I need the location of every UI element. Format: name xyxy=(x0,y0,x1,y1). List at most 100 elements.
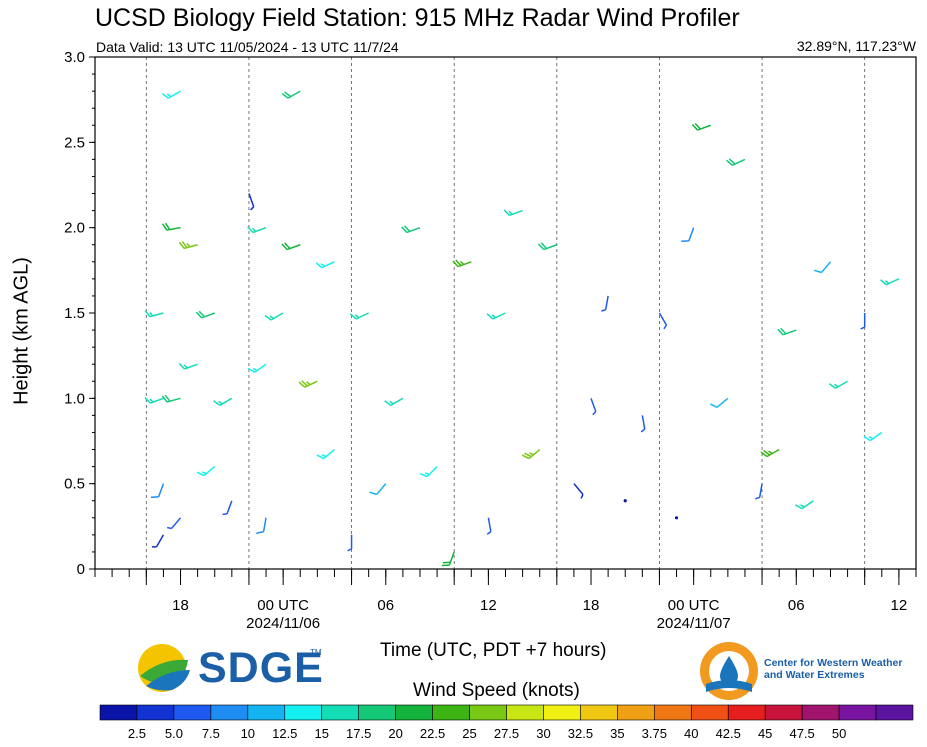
wind-barb-flag xyxy=(709,403,718,409)
wind-barb-half-flag xyxy=(252,367,258,372)
wind-barb-shaft xyxy=(869,431,883,442)
wind-barb-shaft xyxy=(321,261,335,269)
wind-barb xyxy=(863,431,883,442)
wind-barb-shaft xyxy=(758,483,763,498)
colorbar-label: 10 xyxy=(241,726,255,741)
wind-barb-flag xyxy=(150,496,159,498)
colorbar-label: 12.5 xyxy=(272,726,297,741)
colorbar-label: 7.5 xyxy=(202,726,220,741)
wind-barb-shaft xyxy=(641,415,646,430)
colorbar-swatch xyxy=(543,704,581,721)
wind-barb-calm xyxy=(674,516,679,520)
colorbar-label: 25 xyxy=(462,726,476,741)
wind-barb-flag xyxy=(384,400,392,406)
wind-barb-flag xyxy=(349,313,357,320)
wind-barb-flag xyxy=(301,380,308,387)
wind-barb-shaft xyxy=(157,483,165,498)
wind-barb xyxy=(161,90,181,99)
wind-barb-shaft xyxy=(688,227,695,242)
wind-barb xyxy=(590,398,597,416)
wind-barb-half-flag xyxy=(424,472,430,476)
wind-barb xyxy=(880,278,900,286)
colorbar-label: 42.5 xyxy=(716,726,741,741)
wind-barb-half-flag xyxy=(186,242,191,248)
wind-barb-flag xyxy=(813,269,822,274)
wind-barb-shaft xyxy=(835,380,848,389)
wind-barb-flag xyxy=(537,243,545,251)
wind-barb-flag xyxy=(694,122,701,130)
wind-barb xyxy=(213,397,233,406)
wind-barb xyxy=(248,193,255,211)
wind-barb xyxy=(777,327,797,336)
wind-barb xyxy=(178,362,198,370)
wind-barb-flag xyxy=(178,362,186,370)
wind-barb xyxy=(419,466,438,478)
wind-barb-shaft xyxy=(262,517,267,532)
wind-barb-half-flag xyxy=(166,93,172,98)
wind-barb xyxy=(760,448,780,458)
cw3e-name-line2: and Water Extremes xyxy=(764,669,865,681)
cw3e-name-line1: Center for Western Weather xyxy=(764,657,903,669)
sdge-wordmark: SDGE xyxy=(198,644,324,692)
wind-barb-half-flag xyxy=(201,471,207,475)
colorbar-label: 47.5 xyxy=(789,726,814,741)
wind-barb-half-flag xyxy=(149,398,154,403)
colorbar-swatch xyxy=(284,704,323,721)
y-tick-label: 0.5 xyxy=(64,476,85,493)
wind-barb xyxy=(573,483,584,499)
wind-barb-half-flag xyxy=(347,548,352,552)
wind-barb-flag xyxy=(777,328,784,336)
wind-barb-flag xyxy=(161,395,168,403)
wind-barb xyxy=(755,483,763,500)
wind-barb xyxy=(384,397,404,406)
colorbar-swatch xyxy=(432,704,470,721)
sdge-trademark: TM xyxy=(310,648,322,657)
colorbar-swatch xyxy=(654,704,692,721)
wind-barb-shaft xyxy=(248,193,255,207)
wind-barb-half-flag xyxy=(183,364,188,369)
wind-barb xyxy=(681,227,695,242)
wind-barb-shaft xyxy=(203,466,216,477)
wind-barb xyxy=(691,122,712,131)
wind-barb-flag xyxy=(298,381,306,388)
wind-barb-half-flag xyxy=(580,494,584,499)
wind-barb-half-flag xyxy=(508,210,513,215)
wind-barb xyxy=(813,261,832,274)
wind-barb xyxy=(521,448,541,460)
wind-barb-shaft xyxy=(390,397,404,406)
wind-barb-flag xyxy=(760,451,768,458)
wind-barb-half-flag xyxy=(833,383,839,388)
wind-barb-shaft xyxy=(155,534,165,548)
wind-barb-shaft xyxy=(168,90,181,99)
wind-barb-shaft xyxy=(716,397,729,408)
y-tick-label: 2.5 xyxy=(64,134,85,151)
wind-barb-shaft xyxy=(492,312,506,320)
wind-barb-shaft xyxy=(219,397,233,406)
colorbar-swatch xyxy=(469,704,507,721)
wind-barb xyxy=(256,517,267,535)
wind-barb-flag xyxy=(441,564,450,567)
colorbar-swatch xyxy=(358,704,396,721)
wind-barb xyxy=(709,397,729,409)
wind-barb-flag xyxy=(144,310,151,318)
wind-barb-shaft xyxy=(170,517,182,530)
wind-barb-shaft xyxy=(448,551,455,566)
wind-barb xyxy=(726,158,746,166)
wind-barb-flag xyxy=(369,491,377,496)
wind-barb-half-flag xyxy=(755,496,760,500)
wind-barb-shaft xyxy=(573,483,584,495)
colorbar-swatch xyxy=(838,704,877,721)
wind-barb xyxy=(316,448,335,460)
wind-barb-flag xyxy=(213,400,221,406)
wind-barb-half-flag xyxy=(491,314,496,319)
colorbar-label: 32.5 xyxy=(568,726,593,741)
wind-barb-flag xyxy=(315,262,323,269)
wind-barb-flag xyxy=(691,123,699,131)
colorbar-swatch xyxy=(136,704,175,721)
wind-barb xyxy=(144,397,164,404)
wind-barb-flag xyxy=(195,311,203,319)
colorbar-label: 50 xyxy=(832,726,846,741)
x-tick-label: 00 UTC xyxy=(668,597,720,614)
wind-barb-flag xyxy=(161,223,168,231)
